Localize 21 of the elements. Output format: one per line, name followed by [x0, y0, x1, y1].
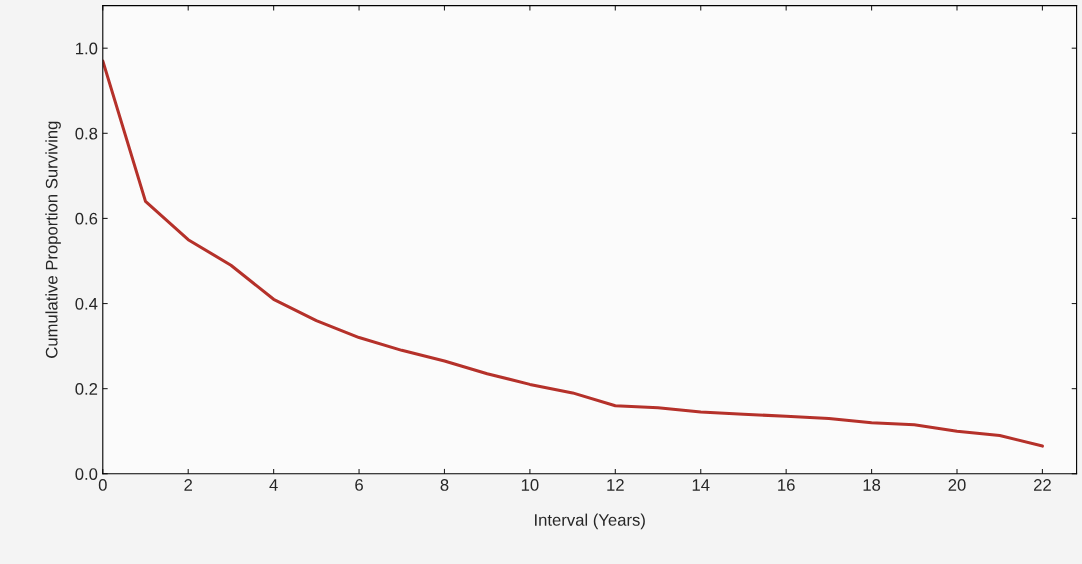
x-tick-label: 4	[269, 479, 278, 491]
y-tick-label: 0.0	[75, 468, 98, 480]
x-tick-label: 8	[440, 479, 449, 491]
y-tick-label: 0.4	[75, 297, 98, 310]
y-tick-label: 0.6	[75, 212, 98, 225]
x-tick-label: 10	[521, 479, 539, 491]
x-tick-label: 14	[692, 479, 710, 491]
x-tick-label: 18	[863, 479, 881, 491]
x-tick-label: 2	[184, 479, 193, 491]
y-tick-label: 0.8	[75, 127, 98, 140]
x-tick-label: 20	[948, 479, 966, 491]
line-series	[102, 59, 1044, 448]
y-axis-title: Cumulative Proportion Surviving	[45, 121, 61, 358]
y-tick-label: 0.2	[75, 383, 98, 395]
y-tick-label: 1.0	[76, 42, 98, 55]
x-tick-label: 16	[778, 479, 795, 491]
x-axis-title: Interval (Years)	[535, 513, 645, 530]
x-tick-label: 6	[355, 479, 363, 491]
x-tick-label: 0	[98, 479, 107, 491]
x-tick-label: 12	[607, 479, 624, 491]
x-tick-label: 22	[1033, 479, 1051, 491]
